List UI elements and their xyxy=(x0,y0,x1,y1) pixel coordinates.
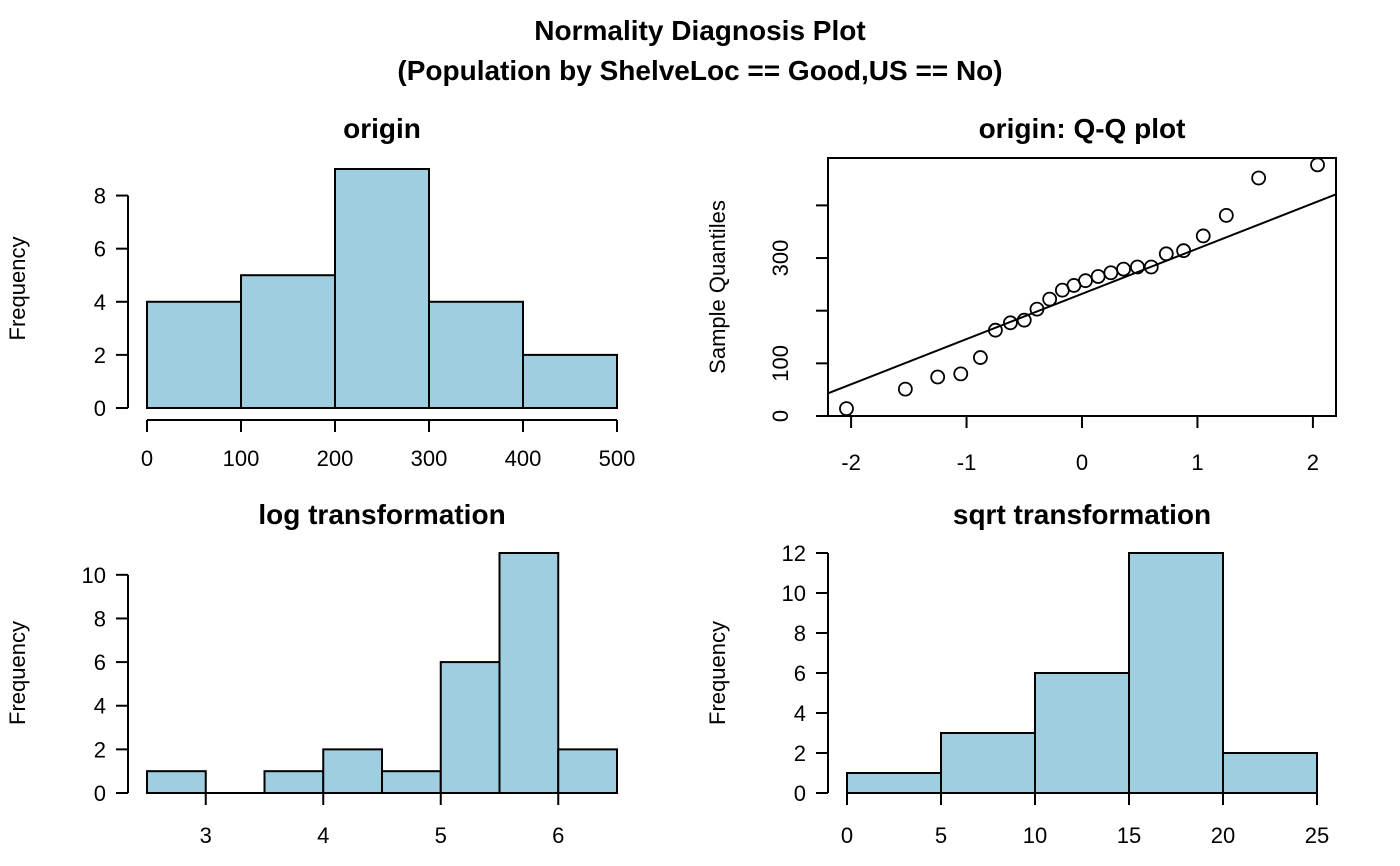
sqrt-bar-3 xyxy=(1128,552,1224,794)
qq-point-9 xyxy=(1042,291,1058,307)
origin-bar-1 xyxy=(240,274,336,409)
origin-y-tick-label-2: 4 xyxy=(94,290,106,315)
log-bar-6 xyxy=(498,552,560,794)
main-title-line2: (Population by ShelveLoc == Good,US == N… xyxy=(397,55,1002,86)
sqrt-bar-4 xyxy=(1222,752,1318,794)
origin-y-tick-label-1: 2 xyxy=(94,343,106,368)
qq-y-tick-label-1: 100 xyxy=(768,345,793,382)
qq-point-6 xyxy=(1003,315,1018,331)
sqrt-y-tick-label-5: 10 xyxy=(782,581,806,606)
qq-reference-line xyxy=(827,193,1337,395)
sqrt-x-tick-label-1: 5 xyxy=(935,823,947,848)
qq-point-5 xyxy=(988,322,1003,338)
sqrt-x-tick-label-4: 20 xyxy=(1211,823,1235,848)
qq-point-18 xyxy=(1158,246,1174,262)
sqrt-bar-2 xyxy=(1034,672,1130,794)
log-bar-4 xyxy=(381,770,442,795)
qq-point-4 xyxy=(973,350,988,365)
log-bar-5 xyxy=(439,661,501,794)
main-title-line1: Normality Diagnosis Plot xyxy=(534,15,865,46)
sqrt-bar-1 xyxy=(940,732,1036,794)
qq-point-12 xyxy=(1078,273,1093,289)
origin-title: origin xyxy=(343,113,421,144)
qq-point-0 xyxy=(839,401,854,417)
log-y-tick-label-5: 10 xyxy=(82,563,106,588)
qq-point-23 xyxy=(1310,157,1325,173)
origin-histogram-panel: origin Frequency 0 2 4 6 8 0 100 200 300 400 500 xyxy=(5,113,635,471)
origin-x-tick-label-1: 100 xyxy=(223,446,260,471)
log-bar-2 xyxy=(263,770,325,795)
sqrt-y-tick-label-1: 2 xyxy=(794,741,806,766)
log-bar-0 xyxy=(146,770,207,795)
log-y-tick-label-1: 2 xyxy=(94,737,106,762)
sqrt-y-tick-label-3: 6 xyxy=(794,661,806,686)
qq-point-8 xyxy=(1029,301,1045,317)
origin-x-tick-label-0: 0 xyxy=(141,446,153,471)
origin-bar-2 xyxy=(334,168,430,409)
qq-x-tick-label-0: -2 xyxy=(841,450,861,475)
sqrt-ylabel: Frequency xyxy=(705,621,730,725)
log-bar-3 xyxy=(322,748,383,795)
sqrt-y-tick-label-4: 8 xyxy=(794,621,806,646)
sqrt-x-tick-label-5: 25 xyxy=(1305,823,1329,848)
sqrt-y-tick-label-2: 4 xyxy=(794,701,806,726)
qq-point-22 xyxy=(1251,170,1267,186)
log-y-tick-label-0: 0 xyxy=(94,781,106,806)
log-y-tick-label-3: 6 xyxy=(94,650,106,675)
qq-point-3 xyxy=(953,366,969,382)
log-ylabel: Frequency xyxy=(5,621,30,725)
origin-x-tick-label-4: 400 xyxy=(505,446,542,471)
sqrt-x-tick-label-2: 10 xyxy=(1023,823,1047,848)
qq-point-20 xyxy=(1195,228,1211,244)
origin-y-tick-label-4: 8 xyxy=(94,184,106,209)
log-y-tick-label-4: 8 xyxy=(94,606,106,631)
log-x-tick-label-0: 3 xyxy=(200,823,212,848)
origin-qq-plot-panel: origin: Q-Q plot Sample Quantiles -2 -1 0 1 2 0… xyxy=(705,113,1337,475)
log-x-tick-label-2: 5 xyxy=(435,823,447,848)
sqrt-y-tick-label-0: 0 xyxy=(794,781,806,806)
origin-bar-0 xyxy=(146,300,242,409)
qq-y-tick-label-0: 0 xyxy=(768,410,793,422)
origin-y-tick-label-3: 6 xyxy=(94,237,106,262)
qq-x-tick-label-3: 1 xyxy=(1191,450,1203,475)
qq-x-tick-label-2: 0 xyxy=(1076,450,1088,475)
log-y-tick-label-2: 4 xyxy=(94,694,106,719)
qq-point-7 xyxy=(1016,312,1032,328)
origin-y-tick-label-0: 0 xyxy=(94,396,106,421)
qq-title: origin: Q-Q plot xyxy=(979,113,1186,144)
qq-ylabel: Sample Quantiles xyxy=(705,200,730,374)
origin-x-tick-label-5: 500 xyxy=(599,446,636,471)
qq-x-tick-label-1: -1 xyxy=(957,450,977,475)
log-x-tick-label-1: 4 xyxy=(317,823,329,848)
sqrt-x-tick-label-0: 0 xyxy=(841,823,853,848)
sqrt-x-tick-label-3: 15 xyxy=(1117,823,1141,848)
sqrt-transformation-histogram-panel: sqrt transformation Frequency 0 2 4 6 8 10 12 0 5 1… xyxy=(705,499,1329,848)
qq-point-15 xyxy=(1116,261,1131,277)
qq-point-19 xyxy=(1176,243,1191,259)
origin-x-tick-label-3: 300 xyxy=(411,446,448,471)
qq-y-tick-label-3: 300 xyxy=(768,240,793,277)
qq-point-1 xyxy=(897,381,913,397)
qq-point-21 xyxy=(1218,207,1234,223)
qq-point-2 xyxy=(930,369,946,385)
qq-x-tick-label-4: 2 xyxy=(1307,450,1319,475)
qq-point-14 xyxy=(1103,265,1119,281)
origin-ylabel: Frequency xyxy=(5,237,30,341)
log-bar-7 xyxy=(557,748,618,795)
log-title: log transformation xyxy=(258,499,505,530)
sqrt-y-tick-label-6: 12 xyxy=(782,541,806,566)
sqrt-title: sqrt transformation xyxy=(953,499,1211,530)
sqrt-bar-0 xyxy=(846,772,942,794)
origin-bar-3 xyxy=(428,300,524,409)
qq-point-17 xyxy=(1143,259,1159,275)
log-x-tick-label-3: 6 xyxy=(552,823,564,848)
origin-x-tick-label-2: 200 xyxy=(317,446,354,471)
log-transformation-histogram-panel: log transformation Frequency 0 2 4 6 8 10 3 4 5 6 xyxy=(5,499,618,848)
qq-point-13 xyxy=(1090,269,1106,284)
origin-bar-4 xyxy=(522,353,618,409)
